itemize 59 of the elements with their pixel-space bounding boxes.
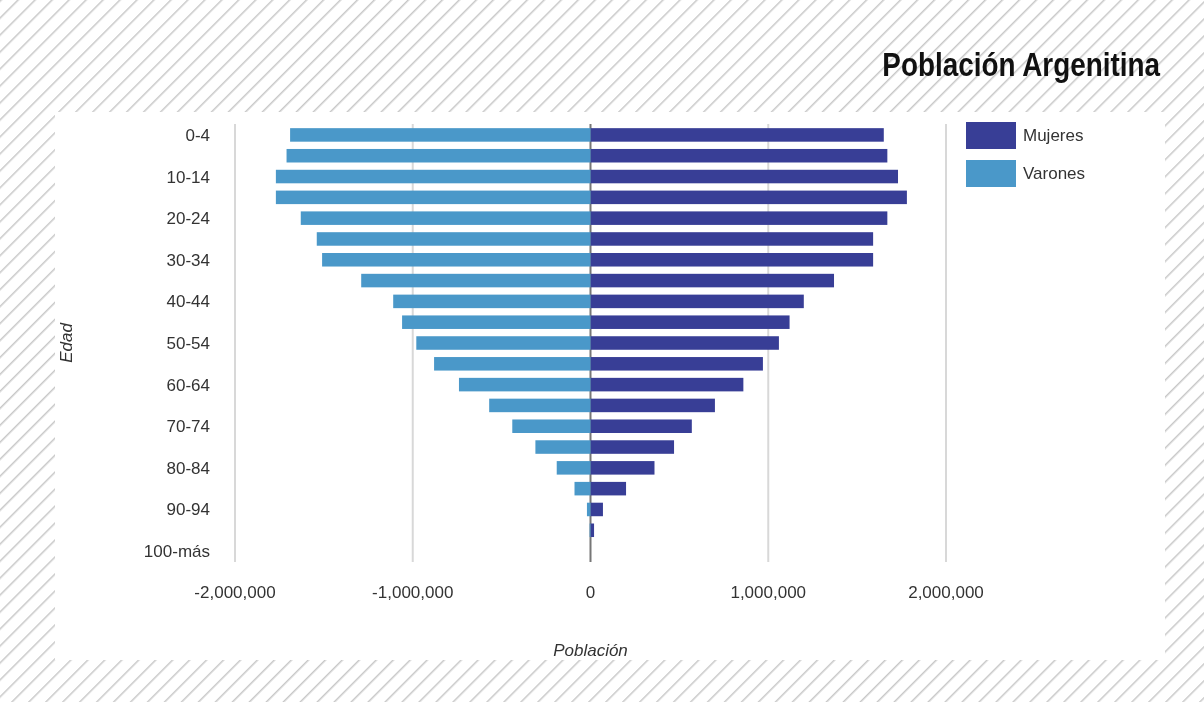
y-axis-title: Edad: [57, 322, 76, 363]
x-tick-label: -1,000,000: [372, 583, 454, 602]
bar: [300, 211, 591, 225]
bar: [322, 253, 591, 267]
bar: [458, 377, 591, 392]
bar: [590, 211, 888, 225]
text: Población Argenitina: [882, 45, 1161, 84]
x-tick-label: 2,000,000: [908, 583, 984, 602]
bar: [512, 419, 591, 433]
bar: [361, 273, 591, 288]
y-tick-label: 100-más: [143, 542, 210, 562]
bar: [590, 190, 907, 205]
legend-label: Mujeres: [1023, 126, 1084, 145]
bar: [590, 440, 675, 454]
y-tick-label: 50-54: [166, 334, 210, 353]
bar: [489, 398, 591, 413]
bar: [316, 232, 591, 246]
x-tick-label: 0: [585, 583, 596, 602]
y-tick-label: 90-94: [166, 500, 210, 520]
bar: [535, 440, 591, 454]
bar: [574, 481, 591, 496]
y-tick-label: 40-44: [166, 292, 210, 312]
y-tick-label: 30-34: [166, 250, 210, 270]
y-tick-label: 60-64: [166, 375, 210, 395]
bar: [590, 481, 627, 496]
bar: [275, 190, 591, 205]
bar: [290, 128, 591, 142]
y-tick-label: 20-24: [166, 209, 210, 229]
bar: [590, 502, 603, 517]
bar: [556, 461, 591, 475]
y-tick-label: 0-4: [185, 125, 210, 145]
bar: [590, 253, 874, 267]
bar: [590, 419, 692, 433]
bar: [590, 273, 835, 288]
bar: [586, 502, 591, 517]
bar: [590, 169, 899, 184]
y-tick-label: 80-84: [166, 458, 210, 478]
bar: [590, 357, 763, 371]
bar: [590, 377, 744, 392]
y-tick-label: 10-14: [166, 167, 210, 187]
bar: [590, 461, 655, 475]
y-tick-label: 70-74: [166, 417, 210, 437]
bar: [434, 357, 591, 371]
bar: [275, 169, 591, 184]
x-tick-label: -2,000,000: [194, 583, 276, 602]
bar: [590, 294, 804, 309]
bar: [402, 315, 591, 329]
x-tick-label: 1,000,000: [730, 583, 807, 602]
x-axis-title: Población: [553, 641, 628, 660]
bar: [590, 315, 790, 329]
legend-label: Varones: [1023, 164, 1086, 183]
bar: [590, 398, 715, 413]
bar: [590, 148, 888, 163]
bar: [590, 336, 779, 350]
bar: [416, 336, 591, 350]
bar: [590, 128, 884, 142]
bar: [590, 232, 874, 246]
bar: [393, 294, 591, 309]
bar: [286, 148, 591, 163]
